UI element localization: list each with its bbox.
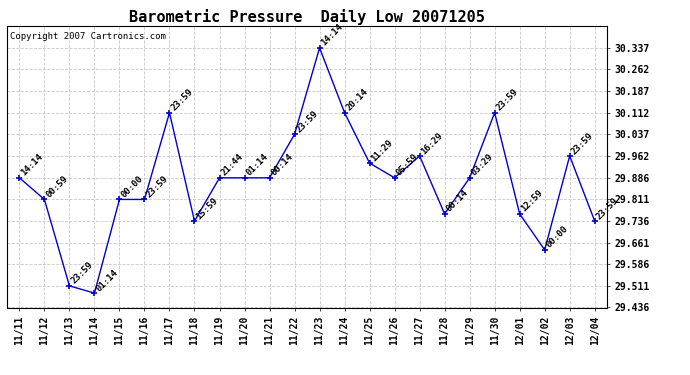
Text: 14:14: 14:14 — [19, 153, 45, 178]
Text: 15:59: 15:59 — [195, 196, 220, 221]
Text: 23:59: 23:59 — [595, 196, 620, 221]
Text: 03:29: 03:29 — [470, 153, 495, 178]
Text: 05:59: 05:59 — [395, 153, 420, 178]
Text: 14:14: 14:14 — [319, 22, 345, 48]
Text: 00:00: 00:00 — [544, 225, 570, 250]
Text: 12:59: 12:59 — [520, 189, 545, 214]
Text: 00:00: 00:00 — [119, 174, 145, 200]
Text: 11:29: 11:29 — [370, 138, 395, 163]
Text: 20:14: 20:14 — [344, 87, 370, 113]
Text: 01:14: 01:14 — [95, 268, 120, 293]
Text: 00:59: 00:59 — [44, 174, 70, 200]
Title: Barometric Pressure  Daily Low 20071205: Barometric Pressure Daily Low 20071205 — [129, 9, 485, 25]
Text: 00:14: 00:14 — [444, 189, 470, 214]
Text: 23:59: 23:59 — [144, 174, 170, 200]
Text: 23:59: 23:59 — [570, 130, 595, 156]
Text: Copyright 2007 Cartronics.com: Copyright 2007 Cartronics.com — [10, 32, 166, 41]
Text: 23:59: 23:59 — [170, 87, 195, 113]
Text: 23:59: 23:59 — [495, 87, 520, 113]
Text: 00:14: 00:14 — [270, 153, 295, 178]
Text: 16:29: 16:29 — [420, 130, 445, 156]
Text: 01:14: 01:14 — [244, 153, 270, 178]
Text: 23:59: 23:59 — [70, 261, 95, 286]
Text: 21:44: 21:44 — [219, 153, 245, 178]
Text: 23:59: 23:59 — [295, 109, 320, 134]
